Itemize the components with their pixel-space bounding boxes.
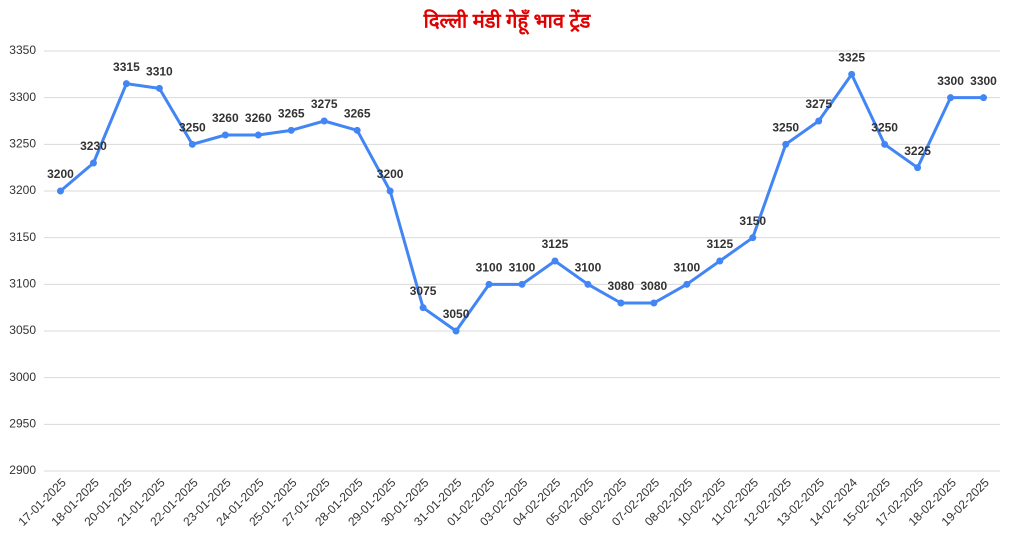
point [551, 257, 559, 265]
point [320, 117, 328, 125]
y-tick-label: 3250 [9, 137, 36, 151]
data-label: 3265 [278, 107, 305, 121]
point [782, 140, 790, 148]
point [815, 117, 823, 125]
point [980, 94, 988, 102]
data-label: 3100 [575, 261, 602, 275]
point [287, 126, 295, 134]
data-label: 3100 [509, 261, 536, 275]
data-label: 3250 [179, 121, 206, 135]
point [914, 164, 922, 172]
data-label: 3080 [641, 279, 668, 293]
data-label: 3200 [377, 167, 404, 181]
data-label: 3300 [937, 74, 964, 88]
point [584, 280, 592, 288]
y-tick-label: 2900 [9, 463, 36, 477]
point [386, 187, 394, 195]
data-label: 3300 [970, 74, 997, 88]
data-label: 3260 [212, 111, 239, 125]
point [617, 299, 625, 307]
data-label: 3100 [673, 261, 700, 275]
y-tick-label: 3350 [9, 43, 36, 57]
data-label: 3250 [871, 121, 898, 135]
y-tick-label: 2950 [9, 417, 36, 431]
point [419, 304, 427, 312]
point [749, 234, 757, 242]
point [716, 257, 724, 265]
point [221, 131, 229, 139]
data-label: 3250 [772, 121, 799, 135]
point [452, 327, 460, 335]
data-label: 3260 [245, 111, 272, 125]
point [56, 187, 64, 195]
data-label: 3150 [739, 214, 766, 228]
y-tick-label: 3050 [9, 323, 36, 337]
data-label: 3075 [410, 284, 437, 298]
point [881, 140, 889, 148]
y-tick-label: 3100 [9, 277, 36, 291]
point [485, 280, 493, 288]
y-tick-label: 3200 [9, 183, 36, 197]
data-label: 3230 [80, 139, 107, 153]
chart-title: दिल्ली मंडी गेहूँ भाव ट्रेंड [423, 8, 592, 35]
data-label: 3310 [146, 65, 173, 79]
data-label: 3265 [344, 107, 371, 121]
data-label: 3200 [47, 167, 74, 181]
line [59, 72, 984, 333]
data-label: 3275 [805, 97, 832, 111]
point [155, 84, 163, 92]
data-label: 3315 [113, 60, 140, 74]
data-label: 3275 [311, 97, 338, 111]
y-tick-label: 3000 [9, 370, 36, 384]
point [254, 131, 262, 139]
data-label: 3080 [608, 279, 635, 293]
y-tick-label: 3300 [9, 90, 36, 104]
data-label: 3325 [838, 51, 865, 65]
point [518, 280, 526, 288]
point [650, 299, 658, 307]
point [683, 280, 691, 288]
point [89, 159, 97, 167]
data-label: 3100 [476, 261, 503, 275]
data-label: 3125 [542, 237, 569, 251]
data-label: 3125 [706, 237, 733, 251]
point [188, 140, 196, 148]
point [947, 94, 955, 102]
point [848, 70, 856, 78]
point [122, 80, 130, 88]
point [353, 126, 361, 134]
y-tick-label: 3150 [9, 230, 36, 244]
data-label: 3050 [443, 307, 470, 321]
data-label: 3225 [904, 144, 931, 158]
